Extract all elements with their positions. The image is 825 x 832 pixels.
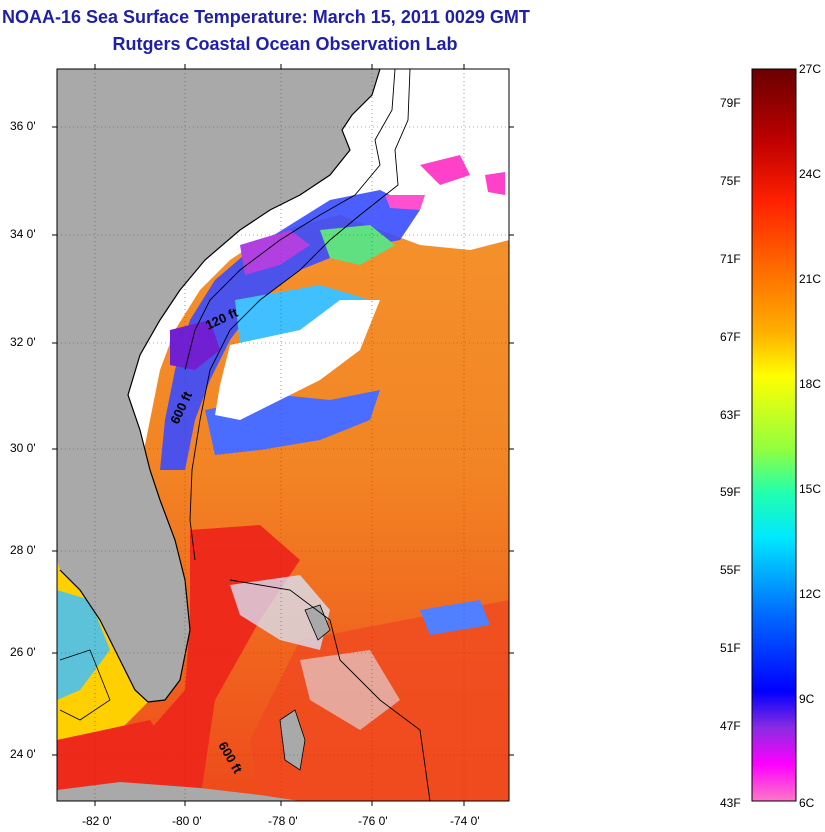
land-andros [279, 709, 306, 771]
gulf-water-cyan [57, 590, 110, 700]
colorbar-f-label: 71F [720, 252, 741, 266]
colorbar-c-label: 9C [799, 692, 815, 706]
color-scale-bar [751, 68, 797, 802]
isobath-120ft [184, 69, 396, 371]
colorbar-c-label: 15C [799, 482, 822, 496]
cold-eddy [420, 600, 490, 635]
lat-label: 36 0' [10, 119, 36, 133]
lat-label: 26 0' [10, 645, 36, 659]
map-imagery [57, 69, 509, 801]
gulf-water-red [57, 720, 175, 801]
colorbar-c-label: 6C [799, 796, 815, 810]
lon-label: -80 0' [172, 814, 202, 828]
magenta-patch [420, 155, 470, 185]
land-mainland [57, 69, 380, 702]
map-frame [56, 68, 510, 802]
lat-label: 32 0' [10, 335, 36, 349]
magenta-patch [385, 195, 425, 210]
bahama-bank [230, 575, 330, 650]
isobath-600ft [189, 69, 411, 561]
purple-patch [240, 230, 310, 275]
map-title: NOAA-16 Sea Surface Temperature: March 1… [2, 7, 530, 27]
land-cuba [57, 782, 300, 801]
coastline [59, 69, 381, 703]
purple-patch [170, 320, 220, 370]
colorbar-c-label: 24C [799, 167, 822, 181]
map-subtitle: Rutgers Coastal Ocean Observation Lab [112, 34, 458, 54]
colorbar-f-label: 63F [720, 408, 741, 422]
colorbar-f-label: 67F [720, 330, 741, 344]
cyan-water-band [235, 285, 370, 345]
cloud-mask-center [215, 300, 380, 420]
map-grid [57, 69, 509, 801]
lat-label: 28 0' [10, 543, 36, 557]
lon-label: -82 0' [82, 814, 112, 828]
colorbar-f-label: 79F [720, 96, 741, 110]
colorbar-f-label: 59F [720, 485, 741, 499]
colorbar-f-label: 51F [720, 641, 741, 655]
cloud-mask-east [420, 190, 509, 250]
colorbar-f-label: 75F [720, 174, 741, 188]
colorbar-c-label: 21C [799, 272, 822, 286]
lat-label: 30 0' [10, 441, 36, 455]
colorbar-f-label: 47F [720, 719, 741, 733]
lat-label: 34 0' [10, 227, 36, 241]
colorbar-f-label: 43F [720, 796, 741, 810]
green-water-band [320, 225, 395, 265]
bahama-bank [300, 650, 400, 730]
land-abaco [304, 604, 331, 641]
colorbar-c-label: 27C [799, 62, 822, 76]
isobath-gulf [59, 649, 111, 721]
axis-ticks [52, 64, 514, 806]
lon-label: -74 0' [450, 814, 480, 828]
isobath-600ft-bahamas [229, 579, 431, 801]
magenta-patch [485, 172, 505, 195]
lon-label: -78 0' [268, 814, 298, 828]
colorbar-c-label: 18C [799, 377, 822, 391]
lat-label: 24 0' [10, 747, 36, 761]
lon-label: -76 0' [358, 814, 388, 828]
colorbar-f-label: 55F [720, 563, 741, 577]
colorbar-c-label: 12C [799, 587, 822, 601]
